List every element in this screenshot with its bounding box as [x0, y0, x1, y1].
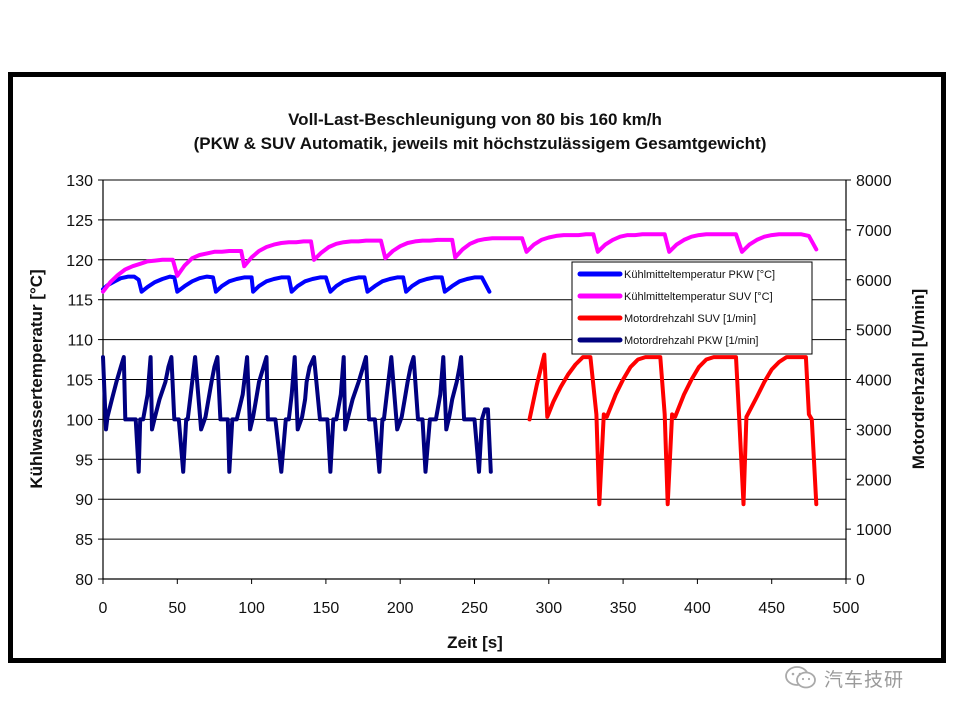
x-tick-label: 0 — [99, 600, 108, 617]
y2-tick-label: 6000 — [856, 273, 892, 290]
legend-label: Kühlmitteltemperatur SUV [°C] — [624, 291, 773, 303]
x-tick-label: 400 — [684, 600, 711, 617]
y2-tick-label: 5000 — [856, 323, 892, 340]
y-tick-label: 90 — [75, 492, 93, 509]
x-tick-label: 450 — [758, 600, 785, 617]
x-tick-label: 200 — [387, 600, 414, 617]
y2-tick-label: 0 — [856, 572, 865, 589]
y-tick-label: 85 — [75, 532, 93, 549]
y-tick-label: 120 — [66, 253, 93, 270]
legend-label: Motordrehzahl SUV [1/min] — [624, 313, 756, 325]
series-line-3 — [527, 352, 819, 507]
watermark-text: 汽车技研 — [824, 668, 905, 691]
y2-tick-label: 7000 — [856, 223, 892, 240]
series-line-2 — [101, 232, 819, 294]
tick-labels: 8085909510010511011512012513001000200030… — [66, 173, 891, 617]
y-tick-label: 95 — [75, 452, 93, 469]
y2-tick-label: 4000 — [856, 373, 892, 390]
watermark: 汽车技研 — [784, 664, 904, 692]
x-tick-label: 50 — [168, 600, 186, 617]
x-tick-label: 250 — [461, 600, 488, 617]
y-tick-label: 105 — [66, 373, 93, 390]
chart-title: Voll-Last-Beschleunigung von 80 bis 160 … — [288, 110, 662, 129]
wechat-icon — [785, 666, 816, 689]
y2-tick-label: 8000 — [856, 173, 892, 190]
x-tick-label: 500 — [833, 600, 860, 617]
y2-tick-label: 3000 — [856, 422, 892, 439]
y2-tick-label: 1000 — [856, 522, 892, 539]
x-tick-label: 150 — [313, 600, 340, 617]
y-tick-label: 115 — [67, 293, 93, 310]
y-tick-label: 100 — [66, 412, 93, 429]
y-tick-label: 130 — [66, 173, 93, 190]
legend-label: Kühlmitteltemperatur PKW [°C] — [624, 269, 775, 281]
x-axis-label: Zeit [s] — [447, 633, 503, 652]
series-line-4 — [101, 355, 493, 474]
chart-subtitle: (PKW & SUV Automatik, jeweils mit höchst… — [194, 134, 767, 153]
x-tick-label: 100 — [238, 600, 265, 617]
y-tick-label: 80 — [75, 572, 93, 589]
legend-label: Motordrehzahl PKW [1/min] — [624, 335, 759, 347]
chart-frame — [8, 72, 946, 663]
x-tick-label: 350 — [610, 600, 637, 617]
y2-tick-label: 2000 — [856, 472, 892, 489]
y-axis-label: Kühlwassertemperatur [°C] — [27, 269, 46, 488]
y-tick-label: 110 — [67, 333, 93, 350]
series-line-1 — [101, 274, 492, 294]
y2-axis-label: Motordrehzahl [U/min] — [909, 289, 928, 469]
y-tick-label: 125 — [66, 213, 93, 230]
x-tick-label: 300 — [535, 600, 562, 617]
series-layer — [101, 232, 819, 507]
legend: Kühlmitteltemperatur PKW [°C] Kühlmittelt… — [571, 261, 813, 355]
axes — [98, 179, 851, 584]
